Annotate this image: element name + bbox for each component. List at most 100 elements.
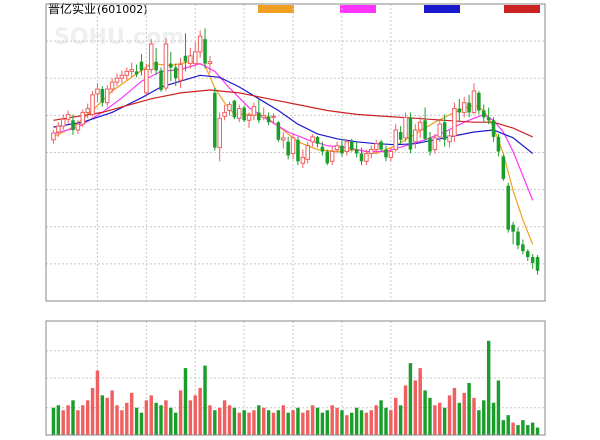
candle-body-up (281, 137, 286, 141)
volume-bar (266, 410, 271, 435)
candle-body-up (124, 70, 130, 76)
volume-bar (438, 402, 442, 435)
candle-body-down (169, 63, 173, 68)
candle-body-down (100, 88, 105, 103)
volume-bar (482, 400, 486, 435)
volume-bar (335, 407, 339, 435)
candle-body-up (290, 137, 296, 154)
candle-body-up (217, 117, 222, 149)
candle-body-down (457, 108, 462, 113)
volume-bar (511, 422, 515, 435)
volume-bar (325, 410, 329, 435)
candle-body-up (413, 129, 418, 143)
candle-body-down (349, 141, 354, 150)
candle-body-down (320, 146, 325, 152)
volume-bar (350, 412, 354, 435)
candle-body-up (227, 104, 232, 111)
candle-body-down (526, 251, 530, 258)
candle-body-down (496, 136, 501, 152)
volume-bar (173, 412, 178, 435)
candle-body-down (506, 185, 510, 230)
candle-body-up (114, 77, 120, 83)
candle-body-down (359, 153, 364, 162)
candle-body-up (178, 64, 183, 81)
volume-bar (271, 412, 276, 435)
candle-body-down (139, 61, 144, 71)
volume-bar (198, 387, 202, 435)
volume-bar (193, 395, 197, 435)
volume-bar (217, 407, 222, 435)
volume-bar (428, 397, 432, 435)
volume-bar (208, 405, 212, 435)
volume-bar (51, 407, 56, 435)
candle-body-up (80, 111, 86, 125)
candle-body-down (173, 67, 178, 79)
volume-bar (76, 410, 80, 435)
volume-bar (345, 415, 349, 435)
ma-line-ma20 (53, 74, 534, 154)
volume-bar (222, 400, 227, 435)
volume-bar (56, 405, 61, 435)
candle-body-up (403, 116, 408, 139)
candle-body-down (535, 257, 540, 271)
candle-body-up (192, 51, 198, 65)
volume-bar (389, 410, 393, 435)
volume-bar (252, 410, 256, 435)
candle-body-down (354, 149, 359, 154)
candle-body-up (56, 125, 61, 133)
candle-body-up (393, 129, 399, 151)
volume-bar (418, 368, 422, 435)
volume-bar (203, 365, 207, 435)
candle-body-down (213, 92, 217, 148)
volume-bar (120, 410, 124, 435)
candle-body-down (154, 61, 158, 71)
candle-body-down (286, 141, 290, 156)
volume-bar (384, 407, 388, 435)
volume-bar (188, 400, 193, 435)
candle-body-up (65, 113, 71, 120)
volume-bar (501, 420, 506, 435)
candle-body-down (384, 149, 388, 158)
volume-bar (516, 425, 520, 435)
candle-body-down (183, 55, 188, 62)
price-panel-frame (45, 3, 546, 302)
ma-line-ma60 (53, 89, 533, 138)
volume-bar (301, 412, 305, 435)
candle-body-up (447, 135, 452, 143)
volume-bar (486, 340, 491, 435)
candle-body-up (329, 151, 335, 162)
candle-body-up (144, 68, 149, 94)
candle-body-down (159, 70, 163, 90)
volume-bar (159, 405, 163, 435)
volume-bar (447, 395, 452, 435)
candle-body-up (261, 114, 266, 118)
candle-body-up (471, 90, 477, 113)
candle-body-up (90, 94, 95, 115)
volume-bar (320, 412, 325, 435)
price-grid (46, 3, 545, 435)
volume-bar (394, 397, 398, 435)
candle-body-up (417, 121, 423, 131)
candle-body-up (75, 123, 81, 131)
candle-body-down (511, 224, 515, 232)
candle-body-up (305, 145, 310, 160)
stock-name: 晋亿实业 (48, 1, 96, 16)
candle-body-down (482, 110, 486, 118)
volume-bar (472, 397, 476, 435)
candle-body-down (71, 120, 75, 131)
volume-bar (61, 410, 65, 435)
volume-bar (457, 402, 462, 435)
volume-bar (310, 405, 315, 435)
volume-bar (242, 410, 246, 435)
candle-body-up (364, 152, 369, 162)
volume-bar (296, 407, 300, 435)
volume-bar (257, 405, 261, 435)
candle-body-down (242, 107, 246, 121)
candle-body-up (251, 106, 257, 116)
volume-bar (276, 410, 281, 435)
volume-bar (413, 380, 418, 435)
volume-bar (213, 410, 217, 435)
candle-body-down (501, 156, 506, 179)
candle-body-down (398, 131, 403, 140)
